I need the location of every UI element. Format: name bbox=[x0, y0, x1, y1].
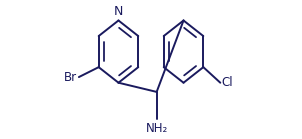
Text: N: N bbox=[114, 5, 123, 18]
Text: Cl: Cl bbox=[222, 76, 233, 89]
Text: NH₂: NH₂ bbox=[146, 122, 168, 135]
Text: Br: Br bbox=[64, 71, 78, 84]
